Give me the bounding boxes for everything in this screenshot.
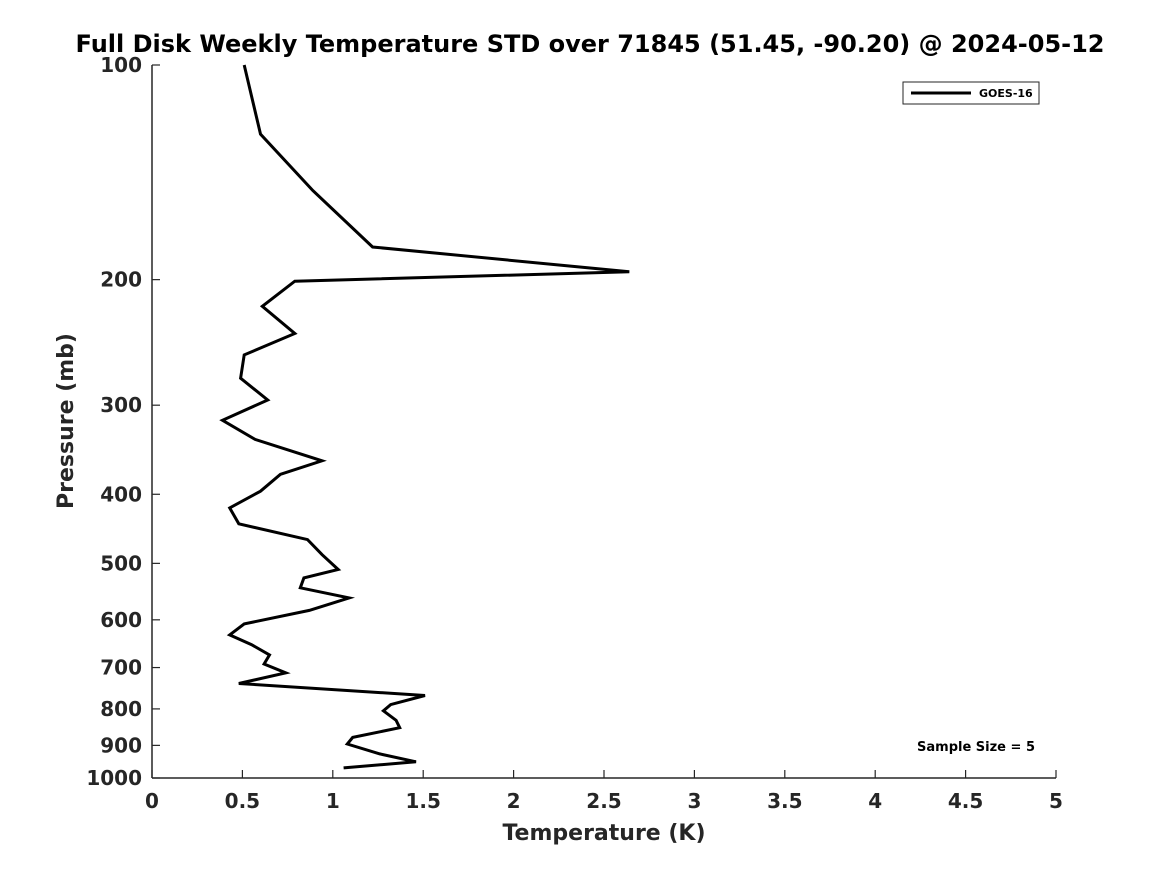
- plot-background: [152, 65, 1056, 778]
- legend: GOES-16: [902, 81, 1040, 105]
- x-tick-label: 1.5: [405, 789, 440, 813]
- plot-area: 0 0.5 1 1.5 2 2.5 3 3.5 4 4.5 5 100 200 300 400 500 600…: [86, 53, 1063, 813]
- y-tick-label: 500: [100, 551, 142, 575]
- y-tick-label: 1000: [86, 766, 142, 790]
- x-axis-ticks: 0 0.5 1 1.5 2 2.5 3 3.5 4 4.5 5: [145, 770, 1063, 813]
- x-tick-label: 5: [1049, 789, 1063, 813]
- x-tick-label: 3.5: [767, 789, 802, 813]
- x-tick-label: 1: [326, 789, 340, 813]
- y-tick-label: 200: [100, 268, 142, 292]
- y-tick-label: 700: [100, 656, 142, 680]
- y-tick-label: 100: [100, 53, 142, 77]
- sample-size-annotation: Sample Size = 5: [917, 740, 1035, 755]
- chart-title: Full Disk Weekly Temperature STD over 71…: [76, 30, 1105, 58]
- y-tick-label: 800: [100, 697, 142, 721]
- y-tick-label: 400: [100, 482, 142, 506]
- x-tick-label: 2: [507, 789, 521, 813]
- y-axis-label: Pressure (mb): [54, 333, 79, 509]
- x-tick-label: 4: [868, 789, 882, 813]
- legend-label-goes-16: GOES-16: [979, 87, 1033, 100]
- y-tick-label: 600: [100, 608, 142, 632]
- x-tick-label: 2.5: [586, 789, 621, 813]
- x-tick-label: 4.5: [948, 789, 983, 813]
- x-tick-label: 0: [145, 789, 159, 813]
- y-axis-ticks: 100 200 300 400 500 600 700 800 900 1000: [86, 53, 160, 790]
- series-line-goes-16: [219, 64, 630, 770]
- x-tick-label: 3: [687, 789, 701, 813]
- y-tick-label: 300: [100, 393, 142, 417]
- series-layer: [219, 64, 630, 770]
- x-tick-label: 0.5: [225, 789, 260, 813]
- y-tick-label: 900: [100, 733, 142, 757]
- x-axis-label: Temperature (K): [502, 821, 705, 846]
